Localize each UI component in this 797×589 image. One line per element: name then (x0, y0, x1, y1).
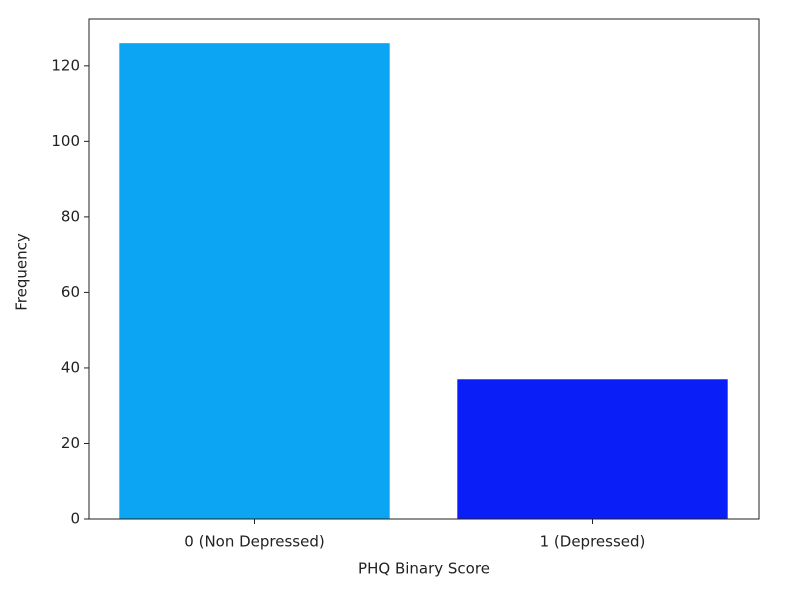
plot-frame (88, 18, 760, 520)
x-tick-label: 1 (Depressed) (540, 533, 646, 551)
y-tick-label: 80 (61, 207, 80, 225)
y-tick-label: 40 (61, 358, 80, 376)
y-tick-label: 0 (70, 510, 80, 528)
bar (457, 379, 728, 519)
y-tick-label: 120 (51, 56, 80, 74)
x-tick-label: 0 (Non Depressed) (184, 533, 324, 551)
bar (119, 43, 390, 519)
x-axis-label: PHQ Binary Score (358, 560, 490, 578)
y-tick-label: 60 (61, 283, 80, 301)
y-tick-label: 100 (51, 132, 80, 150)
y-tick-label: 20 (61, 434, 80, 452)
y-axis-label: Frequency (13, 233, 31, 311)
